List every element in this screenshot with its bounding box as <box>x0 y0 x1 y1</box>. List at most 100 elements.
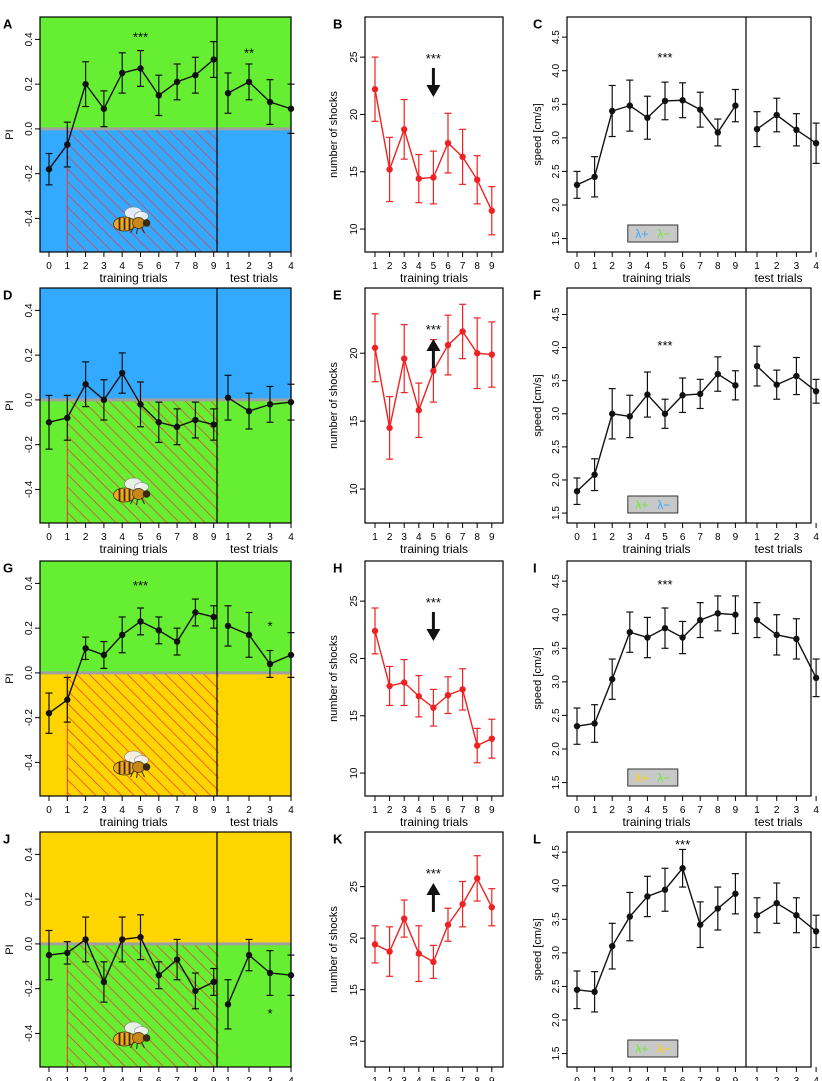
training-series-point <box>644 893 651 900</box>
panel-letter: L <box>533 832 541 847</box>
x-tick-label: 4 <box>416 261 422 272</box>
y-axis-label: number of shocks <box>328 91 340 178</box>
test-series-point <box>287 651 295 659</box>
x-tick-label: 5 <box>138 532 144 543</box>
training-series-point <box>192 71 199 79</box>
training-series-point <box>173 956 181 963</box>
significance-marker: *** <box>657 338 672 353</box>
bee-leg <box>130 497 134 505</box>
x-tick-label: 4 <box>813 261 819 272</box>
plot-frame <box>566 560 812 797</box>
shock-series-point <box>444 921 452 928</box>
bee-leg <box>130 770 134 778</box>
y-tick-label: 2.5 <box>551 708 562 722</box>
shock-series-point <box>430 367 437 375</box>
y-axis-label: PI <box>4 129 16 139</box>
shock-series-point <box>371 86 379 93</box>
significance-training: *** <box>133 30 148 45</box>
x-tick-label: 1 <box>372 805 378 816</box>
bee-icon <box>113 1021 151 1050</box>
x-tick-label: 6 <box>445 532 451 543</box>
y-tick-label: 15 <box>349 166 360 178</box>
significance-marker: *** <box>426 322 441 337</box>
wavelength-legend: λ+ λ− <box>627 495 679 514</box>
test-series-line <box>756 365 817 392</box>
x-tick-label: 3 <box>101 805 107 816</box>
training-series-point <box>609 410 616 417</box>
y-tick-label: 10 <box>349 483 360 495</box>
y-axis-label: number of shocks <box>328 362 340 449</box>
test-series-point <box>287 398 295 406</box>
bee-leg <box>141 226 145 234</box>
x-axis-label: training trials <box>400 271 468 285</box>
training-series-point <box>100 396 108 404</box>
x-tick-label: 2 <box>609 805 615 816</box>
x-tick-label: 7 <box>697 1076 703 1081</box>
training-series-line <box>576 866 736 993</box>
y-tick-label: 4.0 <box>551 607 562 621</box>
x-tick-label: 8 <box>193 805 199 816</box>
legend-negative: λ− <box>657 227 670 241</box>
x-tick-label: 7 <box>174 1076 180 1081</box>
x-tick-label: 8 <box>715 261 721 272</box>
bee-head <box>142 490 151 498</box>
panel-letter: G <box>3 561 13 576</box>
y-tick-label: 4.0 <box>551 340 562 354</box>
x-tick-label: 2 <box>774 261 780 272</box>
x-tick-label: 4 <box>416 1076 422 1081</box>
x-tick-label: 3 <box>101 1076 107 1081</box>
test-series-point <box>245 78 253 86</box>
bee-leg <box>136 227 139 235</box>
y-tick-label: 1.5 <box>551 231 562 245</box>
y-tick-label: 10 <box>349 223 360 235</box>
y-tick-label: 2.0 <box>551 198 562 212</box>
panel-L: 1.5 2.0 2.5 3.0 3.5 4.0 4.5 speed [cm/s] L 0 1 2 3 4 5… <box>532 831 820 1081</box>
x-tick-label: 2 <box>609 532 615 543</box>
x-tick-label: 6 <box>156 805 162 816</box>
legend-box <box>627 495 679 514</box>
x-tick-label: 4 <box>119 1076 125 1081</box>
shock-series-point <box>459 153 466 161</box>
y-tick-label: 1.5 <box>551 775 562 789</box>
y-tick-label: 0.2 <box>24 77 35 91</box>
y-tick-label: -0.2 <box>24 165 35 183</box>
test-series-point <box>812 140 820 147</box>
y-tick-label: 0.2 <box>24 892 35 906</box>
x-tick-label: 9 <box>211 261 217 272</box>
x-tick-label: 1 <box>372 1076 378 1081</box>
lower-region-test <box>217 128 291 252</box>
x-axis-label-training: training trials <box>99 815 167 829</box>
training-series-point <box>173 78 181 86</box>
panel-H: 10 15 20 25 number of shocks H 1 2 3 4 5 6 7 8 9 traini… <box>328 560 504 829</box>
test-series-point <box>224 394 232 401</box>
legend-positive: λ+ <box>635 1042 648 1056</box>
upper-region <box>40 832 291 944</box>
x-tick-label: 2 <box>387 1076 393 1081</box>
x-tick-label: 9 <box>211 1076 217 1081</box>
x-tick-label: 6 <box>680 1076 686 1081</box>
x-tick-label: 8 <box>715 532 721 543</box>
x-tick-label: 7 <box>174 805 180 816</box>
training-series-point <box>697 616 704 624</box>
bee-thorax <box>132 488 145 500</box>
training-series-point <box>697 106 704 113</box>
y-tick-label: 10 <box>349 767 360 779</box>
plot-frame <box>364 16 504 253</box>
x-tick-label: 4 <box>288 1076 294 1081</box>
training-series-point <box>192 609 199 616</box>
training-series-point <box>82 645 89 652</box>
x-tick-label: 1 <box>754 805 760 816</box>
shock-series-point <box>444 139 452 147</box>
x-tick-label: 8 <box>474 261 480 272</box>
x-tick-label: 9 <box>733 532 739 543</box>
y-tick-label: 4.5 <box>551 845 562 859</box>
training-series-point <box>573 488 581 495</box>
training-series-line <box>48 611 214 714</box>
x-tick-label: 6 <box>680 261 686 272</box>
training-series-line <box>48 58 215 170</box>
x-tick-label: 5 <box>431 1076 437 1081</box>
training-series-point <box>714 129 721 136</box>
y-tick-label: 2.0 <box>551 742 562 756</box>
x-tick-label: 5 <box>662 1076 668 1081</box>
